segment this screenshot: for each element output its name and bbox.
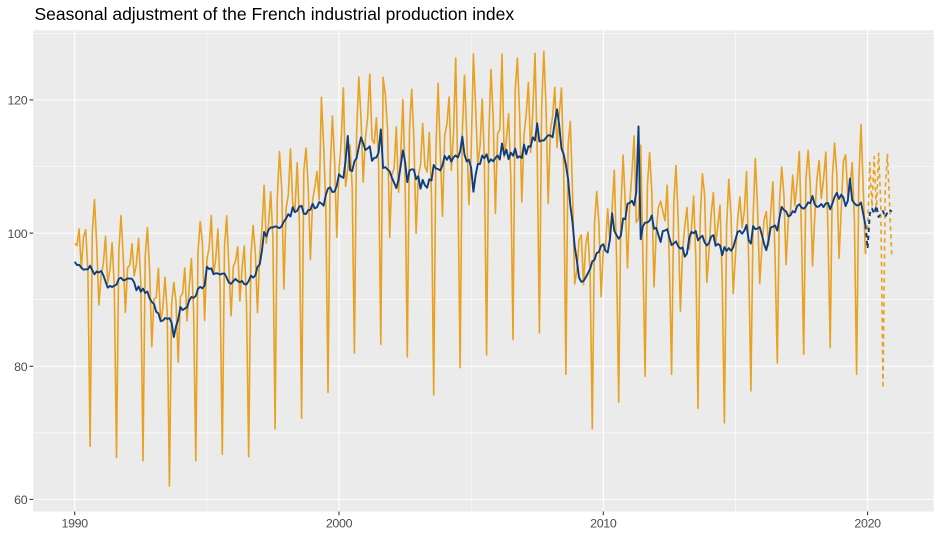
svg-text:2000: 2000 xyxy=(326,517,353,531)
svg-text:2010: 2010 xyxy=(590,517,617,531)
svg-text:1990: 1990 xyxy=(62,517,89,531)
svg-text:120: 120 xyxy=(8,94,28,108)
svg-text:80: 80 xyxy=(14,360,28,374)
svg-text:100: 100 xyxy=(8,227,28,241)
svg-text:Seasonal adjustment of the Fre: Seasonal adjustment of the French indust… xyxy=(35,4,515,24)
svg-text:60: 60 xyxy=(14,493,28,507)
svg-text:2020: 2020 xyxy=(854,517,881,531)
